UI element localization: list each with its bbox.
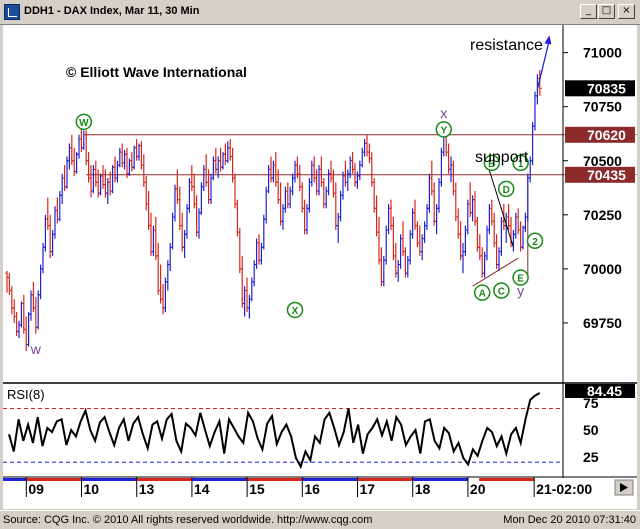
date-tick-label: 20 — [470, 481, 486, 497]
triangle-lower-line — [472, 257, 519, 287]
price-tick-label: 70000 — [583, 261, 622, 277]
close-button[interactable]: × — [618, 4, 635, 19]
date-session-bar — [81, 478, 137, 481]
date-session-bar — [26, 478, 82, 481]
status-timestamp: Mon Dec 20 2010 07:31:40 — [503, 514, 636, 526]
date-axis-bg — [3, 478, 637, 498]
wave-label-circle — [483, 154, 501, 172]
date-session-bar — [412, 478, 468, 481]
support-level-label: 70435 — [587, 167, 626, 183]
wave-label-circle — [512, 154, 529, 172]
date-session-bar — [302, 478, 358, 481]
rsi-panel — [3, 392, 563, 470]
date-tick-label: 10 — [84, 481, 100, 497]
date-tick-label: 16 — [304, 481, 320, 497]
maximize-button[interactable]: □ — [598, 4, 615, 19]
wave-label-text: C — [498, 287, 505, 298]
wave-label-text: w — [30, 341, 42, 357]
wave-label-text: 1 — [518, 159, 524, 170]
price-tick-label: 70500 — [583, 153, 622, 169]
resistance-level-badge — [565, 126, 635, 143]
wave-label-text: X — [292, 306, 299, 317]
status-bar: Source: CQG Inc. © 2010 All rights reser… — [0, 510, 640, 529]
rsi-tick-label: 50 — [583, 422, 599, 438]
wave-label-text: W — [79, 118, 89, 129]
rsi-label: RSI(8) — [7, 387, 45, 402]
wave-label-circle — [473, 284, 491, 301]
last-price-badge — [565, 80, 635, 97]
rsi-last-badge — [565, 384, 635, 398]
wave-label-circle — [493, 282, 510, 299]
status-source: Source: CQG Inc. © 2010 All rights reser… — [3, 514, 373, 526]
date-tick-label: 17 — [360, 481, 376, 497]
forecast-arrow-head — [544, 35, 552, 45]
last-price-label: 70835 — [587, 80, 626, 96]
rsi-tick-label: 25 — [583, 449, 599, 465]
wave-label-text: E — [517, 274, 524, 285]
wave-label-circle — [526, 232, 544, 250]
date-tick-label: 09 — [28, 481, 44, 497]
price-tick-label: 70750 — [583, 99, 622, 115]
date-tick-label: 15 — [249, 481, 265, 497]
price-chart[interactable]: W X Yx w y A B C D E 1 2 71000 70750 70500 70250 70000 6… — [0, 25, 637, 509]
triangle-upper-line — [486, 162, 514, 248]
wave-label-text: Y — [440, 125, 447, 136]
window-titlebar: DDH1 - DAX Index, Mar 11, 30 Min _ □ × — [0, 0, 640, 25]
price-tick-label: 69750 — [583, 315, 622, 331]
wave-label-text: y — [517, 283, 524, 299]
date-session-bar — [192, 478, 248, 481]
resistance-annotation: resistance — [470, 37, 543, 54]
date-tick-label: 13 — [139, 481, 155, 497]
wave-label-circle — [497, 180, 515, 198]
wave-label-text: 2 — [532, 237, 538, 248]
window-title: DDH1 - DAX Index, Mar 11, 30 Min — [24, 5, 200, 17]
support-annotation: support — [475, 149, 529, 166]
plot-background — [3, 25, 637, 509]
price-panel: W X Yx w y A B C D E 1 2 — [5, 35, 637, 357]
date-tick-label: 14 — [194, 481, 210, 497]
price-tick-label: 71000 — [583, 45, 622, 61]
wave-label-text: x — [440, 105, 447, 121]
date-session-bar — [357, 478, 413, 481]
forecast-arrow-line — [536, 39, 551, 90]
app-icon — [4, 4, 20, 20]
date-session-bar — [136, 478, 192, 481]
wave-label-text: B — [488, 159, 495, 170]
watermark: © Elliott Wave International — [66, 64, 247, 80]
wave-label-circle — [435, 121, 453, 138]
date-tick-label: 18 — [415, 481, 431, 497]
support-level-badge — [565, 166, 635, 183]
date-session-bar — [247, 478, 303, 481]
rsi-last-label: 84.45 — [587, 383, 622, 399]
minimize-button[interactable]: _ — [580, 4, 597, 19]
wave-label-circle — [75, 113, 93, 131]
wave-label-circle — [512, 269, 529, 286]
annotation-layer: © Elliott Wave International resistance … — [7, 37, 543, 402]
rsi-line — [8, 392, 541, 470]
axis-layer: 71000 70750 70500 70250 70000 69750 70620 70435… — [0, 25, 637, 498]
rsi-tick-label: 75 — [583, 395, 599, 411]
date-tick-label: 21-02:00 — [536, 481, 592, 497]
price-tick-label: 70250 — [583, 207, 622, 223]
date-session-bar — [479, 478, 535, 481]
wave-label-text: A — [479, 289, 486, 300]
wave-label-circle — [286, 301, 304, 319]
resistance-level-label: 70620 — [587, 127, 626, 143]
chevron-right-icon — [620, 483, 628, 492]
date-session-bar — [0, 478, 27, 481]
wave-label-text: D — [503, 185, 510, 196]
